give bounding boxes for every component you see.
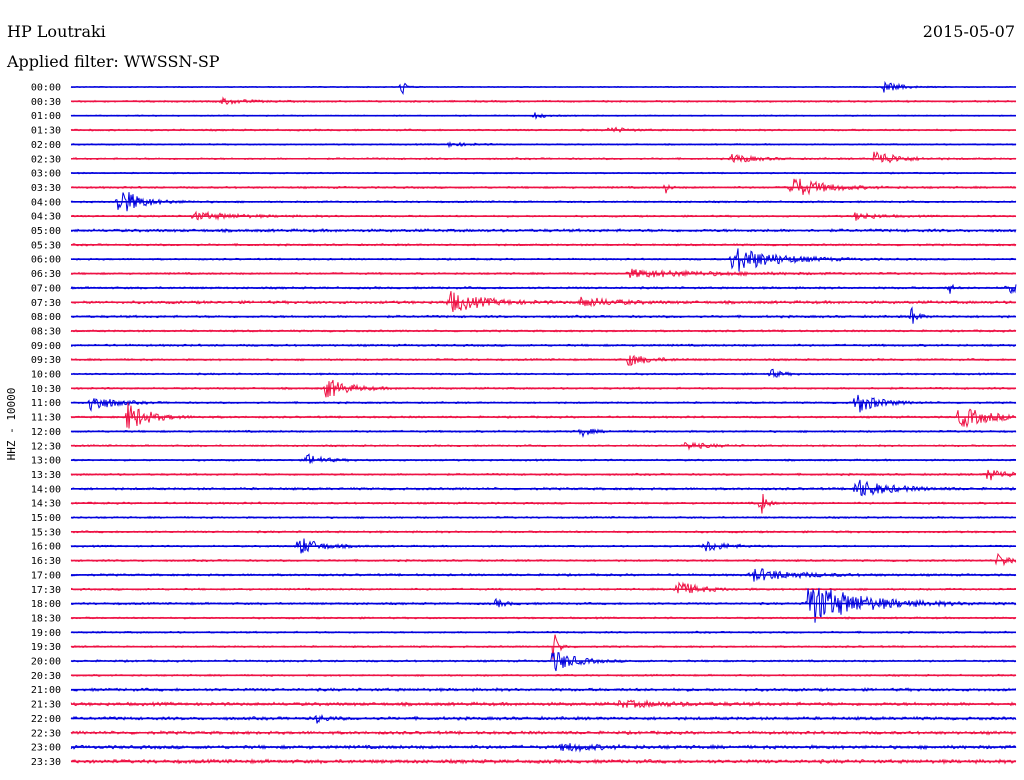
tick-label-2130: 21:30 [31, 700, 61, 711]
trace-1730 [70, 581, 1017, 594]
date-label: 2015-05-07 [922, 22, 1015, 41]
tick-label-1700: 17:00 [31, 570, 61, 581]
tick-label-1830: 18:30 [31, 613, 61, 624]
trace-1630 [70, 552, 1017, 567]
tick-label-1300: 13:00 [31, 456, 61, 467]
tick-label-1600: 16:00 [31, 542, 61, 553]
trace-1400 [70, 479, 1017, 497]
tick-label-1630: 16:30 [31, 556, 61, 567]
tick-label-2200: 22:00 [31, 714, 61, 725]
tick-label-1330: 13:30 [31, 470, 61, 481]
tick-label-0000: 00:00 [31, 83, 61, 94]
tick-label-0700: 07:00 [31, 283, 61, 294]
tick-label-0600: 06:00 [31, 255, 61, 266]
tick-label-0230: 02:30 [31, 154, 61, 165]
tick-label-1130: 11:30 [31, 413, 61, 424]
tick-label-1500: 15:00 [31, 513, 61, 524]
filter-label: Applied filter: WWSSN-SP [7, 52, 220, 71]
tick-label-0930: 09:30 [31, 355, 61, 366]
tick-label-2230: 22:30 [31, 728, 61, 739]
tick-label-1530: 15:30 [31, 527, 61, 538]
trace-1300 [70, 453, 1017, 464]
time-tick-labels: 00:00 00:30 01:00 01:30 02:00 02:30 03:00 03:30… [31, 83, 61, 768]
tick-label-0330: 03:30 [31, 183, 61, 194]
tick-label-0030: 00:30 [31, 97, 61, 108]
tick-label-1400: 14:00 [31, 484, 61, 495]
station-title: HP Loutraki [7, 22, 106, 41]
tick-label-2330: 23:30 [31, 757, 61, 768]
tick-label-0630: 06:30 [31, 269, 61, 280]
tick-label-0530: 05:30 [31, 240, 61, 251]
trace-1100 [70, 394, 1017, 413]
tick-label-1030: 10:30 [31, 384, 61, 395]
tick-label-0830: 08:30 [31, 326, 61, 337]
tick-label-0800: 08:00 [31, 312, 61, 323]
tick-label-0100: 01:00 [31, 111, 61, 122]
tick-label-1200: 12:00 [31, 427, 61, 438]
channel-label: HHZ - 10000 [5, 388, 18, 461]
trace-0700 [70, 283, 1017, 295]
tick-label-1000: 10:00 [31, 370, 61, 381]
tick-label-1430: 14:30 [31, 499, 61, 510]
tick-label-0430: 04:30 [31, 212, 61, 223]
tick-label-0130: 01:30 [31, 126, 61, 137]
tick-label-2030: 20:30 [31, 671, 61, 682]
tick-label-0730: 07:30 [31, 298, 61, 309]
tick-label-0500: 05:00 [31, 226, 61, 237]
tick-label-2000: 20:00 [31, 657, 61, 668]
trace-2200 [70, 714, 1017, 724]
tick-label-2300: 23:00 [31, 743, 61, 754]
trace-1130 [70, 402, 1017, 429]
trace-1200 [70, 428, 1017, 438]
tick-label-1800: 18:00 [31, 599, 61, 610]
tick-label-2100: 21:00 [31, 685, 61, 696]
tick-label-1730: 17:30 [31, 585, 61, 596]
tick-label-0300: 03:00 [31, 169, 61, 180]
tick-label-0400: 04:00 [31, 197, 61, 208]
tick-label-1100: 11:00 [31, 398, 61, 409]
trace-0230 [70, 151, 1017, 164]
trace-0000 [70, 80, 1017, 95]
tick-label-1230: 12:30 [31, 441, 61, 452]
tick-label-0200: 02:00 [31, 140, 61, 151]
tick-label-1930: 19:30 [31, 642, 61, 653]
tick-label-0900: 09:00 [31, 341, 61, 352]
trace-group [70, 80, 1017, 765]
tick-label-1900: 19:00 [31, 628, 61, 639]
